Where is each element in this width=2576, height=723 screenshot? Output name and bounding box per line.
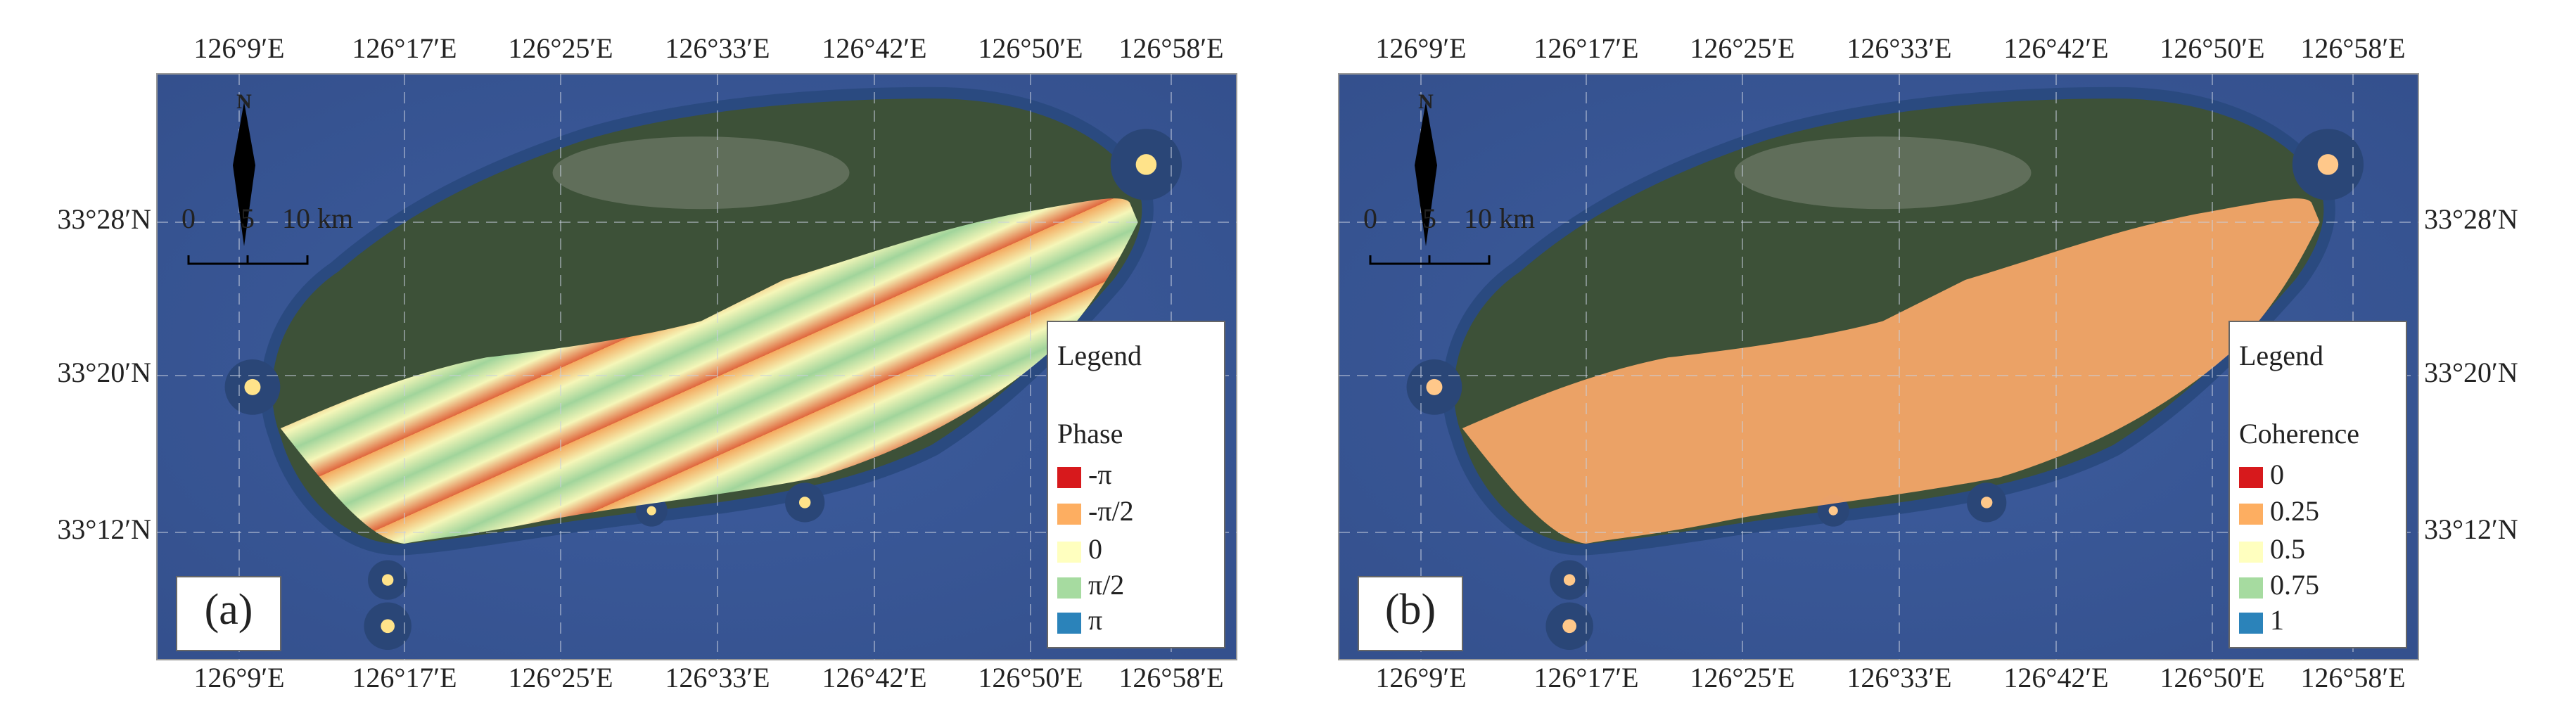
legend-swatch <box>2239 542 2263 563</box>
latitude-label: 33°20′N <box>57 357 151 388</box>
legend-swatch <box>2239 504 2263 525</box>
bottom-axis-label: 126°58′E <box>1118 662 1223 693</box>
scale-bar-label: 10 km <box>282 203 353 234</box>
latitude-label: 33°12′N <box>57 513 151 545</box>
legend-swatch <box>1057 542 1081 563</box>
top-axis-label: 126°58′E <box>1118 32 1223 64</box>
bottom-axis-label: 126°58′E <box>2300 662 2405 693</box>
legend-item-label: 1 <box>2270 604 2284 636</box>
top-axis-label: 126°33′E <box>665 32 770 64</box>
legend-swatch <box>1057 613 1081 634</box>
islet <box>1562 619 1577 634</box>
bottom-axis-label: 126°42′E <box>2003 662 2108 693</box>
bottom-axis-label: 126°9′E <box>1375 662 1466 693</box>
bottom-axis-label: 126°25′E <box>1690 662 1794 693</box>
bottom-axis-label: 126°50′E <box>978 662 1083 693</box>
panel-label: (a) <box>205 586 253 634</box>
legend-swatch <box>1057 467 1081 488</box>
legend-item-label: 0.5 <box>2270 533 2305 565</box>
islet <box>381 619 395 634</box>
latitude-label: 33°20′N <box>2424 357 2518 388</box>
map-panel: 126°9′E 126°17′E 126°25′E 126°33′E 126°42′E 1… <box>1338 32 2518 693</box>
top-axis-label: 126°9′E <box>1375 32 1466 64</box>
city-area <box>1734 136 2032 210</box>
top-axis-label: 126°25′E <box>1690 32 1794 64</box>
north-arrow <box>233 102 255 246</box>
islet <box>1828 506 1838 516</box>
legend-title: Legend <box>1057 340 1142 371</box>
scale-bar-label: 0 <box>1363 203 1377 234</box>
legend-swatch <box>1057 504 1081 525</box>
legend-heading: Coherence <box>2239 418 2359 449</box>
legend-heading: Phase <box>1057 418 1123 449</box>
scale-bar <box>187 255 309 265</box>
north-arrow <box>1415 102 1437 246</box>
bottom-axis-label: 126°33′E <box>665 662 770 693</box>
bottom-axis-label: 126°33′E <box>1847 662 1951 693</box>
legend-item-label: 0 <box>1088 533 1102 565</box>
panel-label-box <box>176 576 281 651</box>
bottom-axis-label: 126°17′E <box>352 662 457 693</box>
scale-bar <box>1369 255 1491 265</box>
map-content <box>1406 87 2364 650</box>
top-axis-label: 126°50′E <box>978 32 1083 64</box>
bottom-axis-label: 126°42′E <box>822 662 926 693</box>
top-axis-label: 126°25′E <box>508 32 613 64</box>
map-content <box>224 87 1182 650</box>
scale-bar-label: 0 <box>181 203 196 234</box>
top-axis-label: 126°42′E <box>822 32 926 64</box>
legend-swatch <box>2239 613 2263 634</box>
top-axis-label: 126°17′E <box>1534 32 1638 64</box>
legend-title: Legend <box>2239 340 2323 371</box>
islet <box>1135 154 1157 175</box>
legend-item-label: π <box>1088 604 1102 636</box>
map-panel: 126°9′E 126°17′E 126°25′E 126°33′E 126°42′E 1… <box>57 32 1237 693</box>
panel-label: (b) <box>1385 586 1436 634</box>
panel-label-box <box>1358 576 1463 651</box>
legend-item-label: -π <box>1088 459 1112 490</box>
scale-bar-label: 5 <box>241 203 255 234</box>
processed-area <box>1462 198 2320 544</box>
latitude-label: 33°28′N <box>2424 203 2518 235</box>
top-axis-label: 126°17′E <box>352 32 457 64</box>
legend-swatch <box>2239 467 2263 488</box>
bottom-axis-label: 126°25′E <box>508 662 613 693</box>
city-area <box>552 136 850 210</box>
legend-item-label: 0.25 <box>2270 495 2319 527</box>
latitude-label: 33°28′N <box>57 203 151 235</box>
north-label: N <box>1418 90 1434 113</box>
bottom-axis-label: 126°9′E <box>193 662 284 693</box>
islet <box>2317 154 2339 175</box>
north-label: N <box>236 90 252 113</box>
legend-swatch <box>2239 577 2263 599</box>
processed-area <box>280 198 1138 544</box>
scale-bar-label: 10 km <box>1464 203 1535 234</box>
latitude-label: 33°12′N <box>2424 513 2518 545</box>
bottom-axis-label: 126°17′E <box>1534 662 1638 693</box>
islet <box>1426 378 1443 395</box>
top-axis-label: 126°42′E <box>2003 32 2108 64</box>
islet <box>646 506 656 516</box>
islet <box>1563 574 1576 586</box>
top-axis-label: 126°58′E <box>2300 32 2405 64</box>
legend-item-label: 0 <box>2270 459 2284 490</box>
legend-swatch <box>1057 577 1081 599</box>
top-axis-label: 126°50′E <box>2160 32 2264 64</box>
legend-item-label: -π/2 <box>1088 495 1134 527</box>
legend-item-label: π/2 <box>1088 569 1124 601</box>
islet <box>1980 497 1993 508</box>
scale-bar-label: 5 <box>1422 203 1436 234</box>
top-axis-label: 126°33′E <box>1847 32 1951 64</box>
top-axis-label: 126°9′E <box>193 32 284 64</box>
islet <box>798 497 811 508</box>
islet <box>244 378 261 395</box>
legend-item-label: 0.75 <box>2270 569 2319 601</box>
bottom-axis-label: 126°50′E <box>2160 662 2264 693</box>
islet <box>381 574 394 586</box>
